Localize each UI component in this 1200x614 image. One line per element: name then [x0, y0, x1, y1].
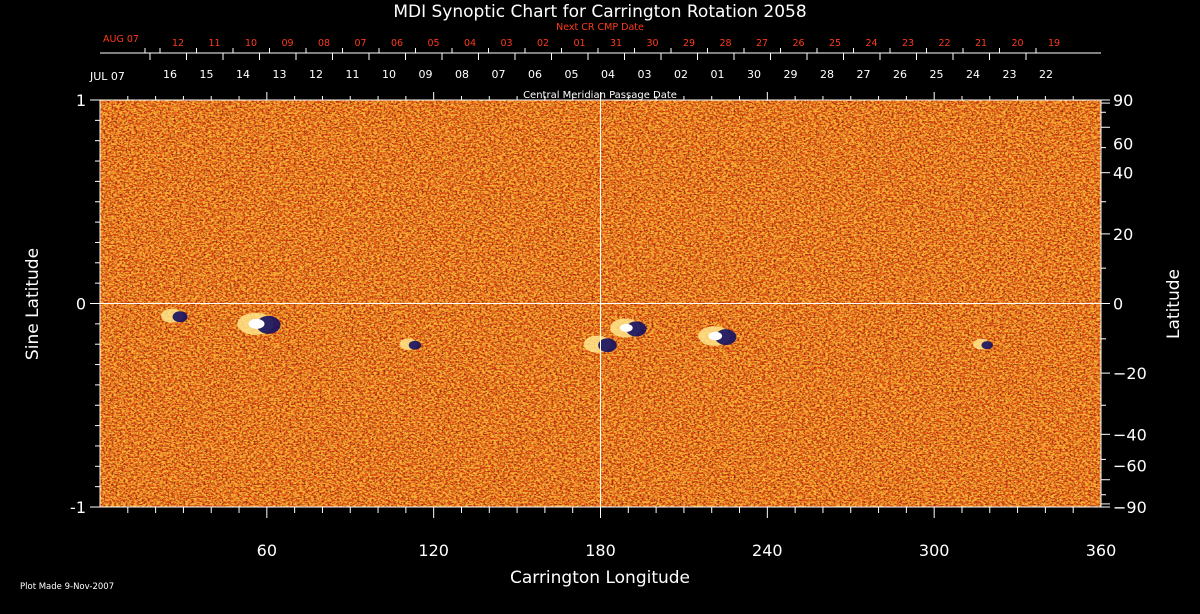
lower-date-label: 24 [966, 68, 980, 81]
lower-date-label: 16 [163, 68, 177, 81]
upper-date-label: 24 [865, 38, 877, 49]
x-tick-label: 120 [418, 541, 449, 560]
lower-date-label: 10 [382, 68, 396, 81]
lower-date-label: 30 [747, 68, 761, 81]
y-right-tick-label: 20 [1113, 225, 1133, 244]
active-region-negative [626, 321, 647, 337]
upper-date-label: 10 [245, 38, 257, 49]
lower-date-label: 08 [455, 68, 469, 81]
lower-date-label: 27 [857, 68, 871, 81]
lower-date-label: 06 [528, 68, 542, 81]
y-right-tick-label: −90 [1113, 498, 1147, 517]
active-region-negative [408, 340, 422, 350]
lower-date-label: 04 [601, 68, 615, 81]
active-region-negative [981, 341, 993, 350]
upper-date-label: 23 [902, 38, 914, 49]
y-right-tick-label: −40 [1113, 425, 1147, 444]
x-tick-label: 240 [752, 541, 783, 560]
upper-date-label: 30 [646, 38, 658, 49]
y-right-tick-label: 40 [1113, 164, 1133, 183]
lower-date-label: 22 [1039, 68, 1053, 81]
lower-date-label: 12 [309, 68, 323, 81]
y-right-tick-label: 60 [1113, 134, 1133, 153]
lower-date-label: 28 [820, 68, 834, 81]
upper-date-label: 29 [683, 38, 695, 49]
active-region-core [619, 323, 633, 332]
upper-date-label: 07 [354, 38, 366, 49]
upper-date-label: 02 [537, 38, 549, 49]
upper-start-date: AUG 07 [103, 34, 139, 45]
upper-date-label: 19 [1048, 38, 1060, 49]
lower-date-label: 07 [492, 68, 506, 81]
upper-date-label: 26 [792, 38, 804, 49]
upper-date-label: 03 [500, 38, 512, 49]
next-cr-cmp-label: Next CR CMP Date [556, 22, 644, 33]
upper-date-label: 11 [208, 38, 220, 49]
lower-date-label: 13 [273, 68, 287, 81]
lower-date-label: 05 [565, 68, 579, 81]
upper-date-label: 05 [427, 38, 439, 49]
active-region-negative [715, 329, 737, 346]
active-region-negative [598, 338, 617, 353]
upper-date-label: 06 [391, 38, 403, 49]
upper-date-label: 25 [829, 38, 841, 49]
active-regions [161, 308, 993, 353]
active-region-negative [256, 315, 281, 334]
upper-date-label: 04 [464, 38, 476, 49]
lower-date-label: 23 [1003, 68, 1017, 81]
upper-date-label: 28 [719, 38, 731, 49]
upper-date-label: 22 [938, 38, 950, 49]
lower-date-label: 14 [236, 68, 250, 81]
y-left-tick-label: -1 [70, 498, 86, 517]
upper-date-label: 31 [610, 38, 622, 49]
lower-date-label: 25 [930, 68, 944, 81]
y-right-tick-label: −60 [1113, 457, 1147, 476]
x-tick-label: 360 [1086, 541, 1117, 560]
x-axis-label: Carrington Longitude [510, 568, 690, 588]
y-axis-right: 90 60 40 20 0 −20 −40 −60 −90 [1101, 91, 1147, 517]
y-right-tick-label: 0 [1113, 295, 1123, 314]
lower-date-label: 29 [784, 68, 798, 81]
upper-date-label: 21 [975, 38, 987, 49]
top-date-axes: Next CR CMP Date AUG 07 12 11 10 09 08 07 06 05 04… [89, 22, 1101, 101]
upper-date-label: 20 [1011, 38, 1023, 49]
upper-date-label: 09 [281, 38, 293, 49]
lower-date-label: 15 [200, 68, 214, 81]
x-axis: 60 120 180 240 300 360 [127, 92, 1117, 560]
chart-title: MDI Synoptic Chart for Carrington Rotati… [393, 2, 806, 22]
upper-date-label: 08 [318, 38, 330, 49]
active-region-negative [172, 311, 188, 323]
x-tick-label: 180 [585, 541, 616, 560]
y-axis-right-label: Latitude [1164, 269, 1184, 339]
lower-date-label: 09 [419, 68, 433, 81]
active-region-core [708, 331, 723, 341]
y-axis-left: 1 0 -1 [70, 91, 100, 517]
x-tick-label: 60 [257, 541, 277, 560]
x-tick-label: 300 [919, 541, 950, 560]
upper-date-label: 01 [573, 38, 585, 49]
y-left-tick-label: 1 [76, 91, 86, 110]
upper-date-label: 12 [172, 38, 184, 49]
plot-made-note: Plot Made 9-Nov-2007 [20, 582, 114, 592]
lower-date-label: 01 [711, 68, 725, 81]
y-right-tick-label: 90 [1113, 91, 1133, 110]
y-axis-left-label: Sine Latitude [23, 248, 43, 360]
lower-date-label: 02 [674, 68, 688, 81]
lower-date-label: 03 [638, 68, 652, 81]
y-right-tick-label: −20 [1113, 364, 1147, 383]
lower-date-label: 11 [346, 68, 360, 81]
lower-date-label: 26 [893, 68, 907, 81]
upper-date-label: 27 [756, 38, 768, 49]
lower-start-date: JUL 07 [89, 70, 125, 83]
active-region-core [248, 318, 265, 329]
y-left-tick-label: 0 [76, 295, 86, 314]
